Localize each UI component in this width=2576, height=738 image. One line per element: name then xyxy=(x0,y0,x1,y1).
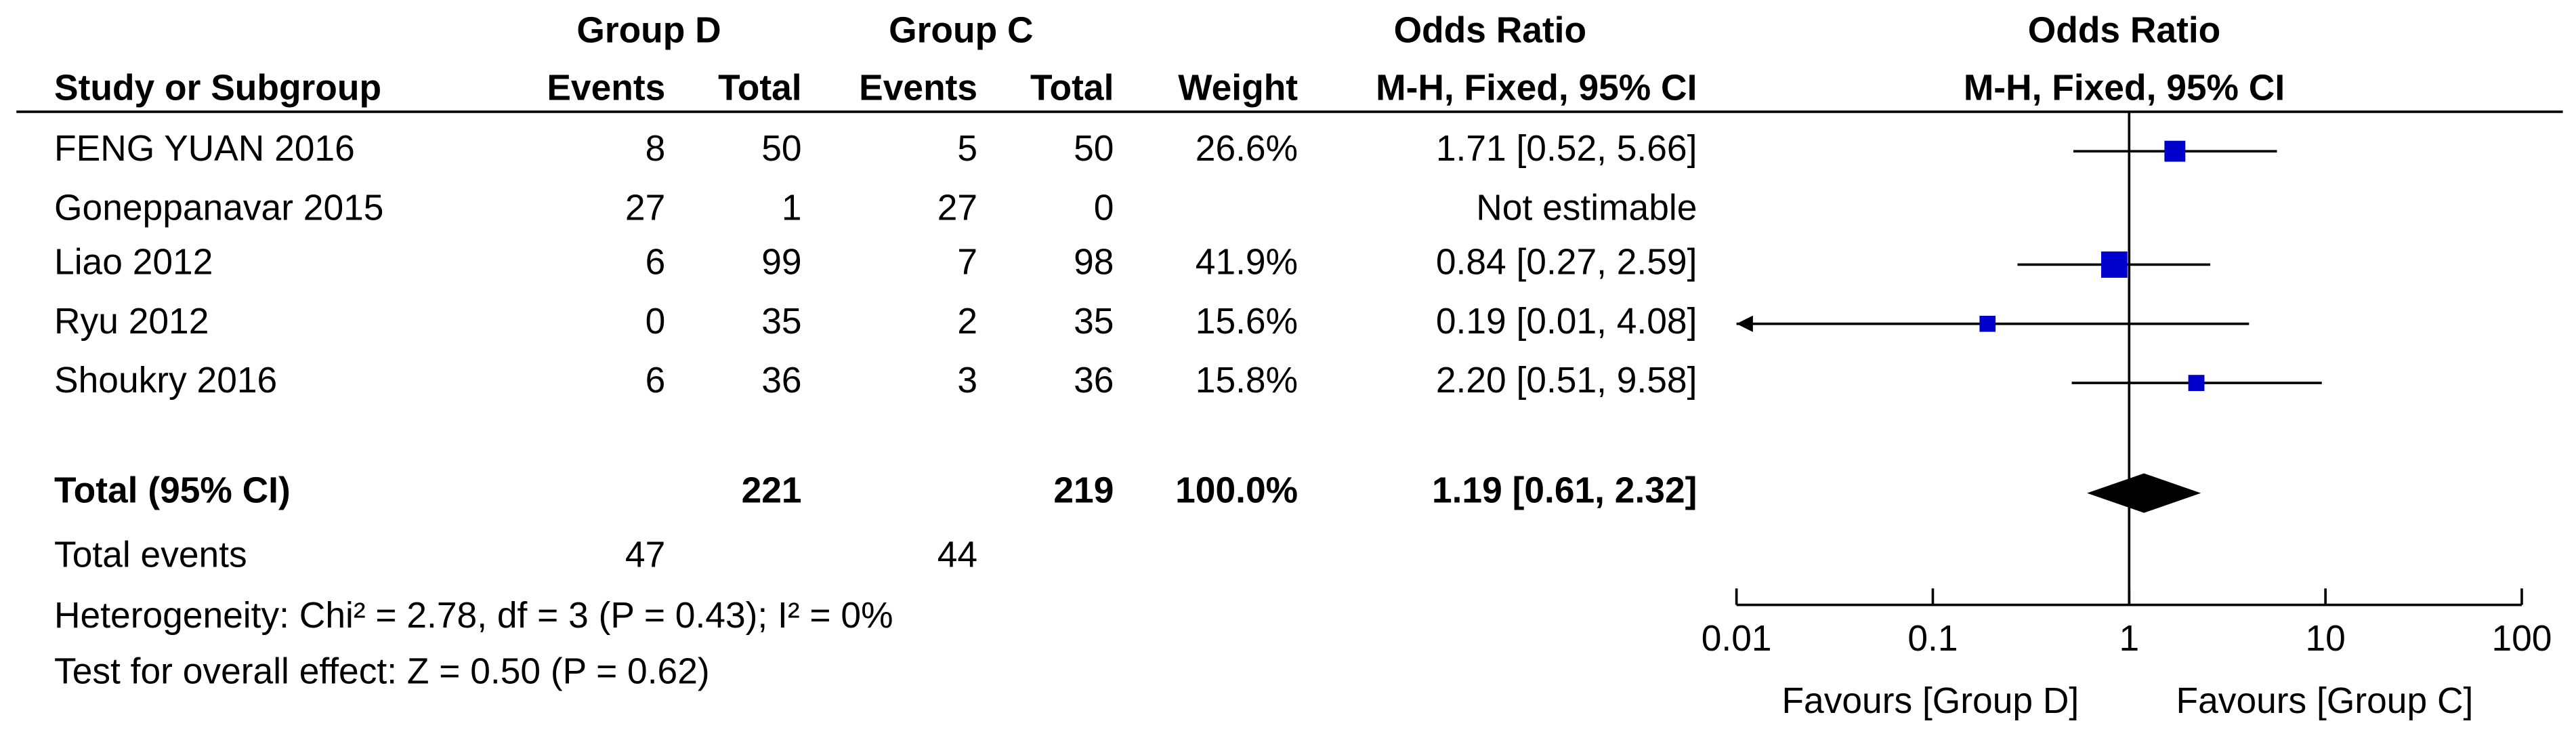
header: Group C xyxy=(889,11,1033,51)
cell: 1 xyxy=(782,188,802,228)
effect-marker xyxy=(2100,251,2128,278)
header: Total xyxy=(718,68,801,108)
total-cell: 100.0% xyxy=(1175,471,1298,511)
cell: 0.19 [0.01, 4.08] xyxy=(1436,302,1697,342)
study-name: Liao 2012 xyxy=(54,243,213,283)
summary-diamond xyxy=(2087,473,2201,513)
total-cell: 1.19 [0.61, 2.32] xyxy=(1432,471,1697,511)
cell: 26.6% xyxy=(1196,129,1298,169)
heterogeneity: Heterogeneity: Chi² = 2.78, df = 3 (P = … xyxy=(54,596,893,636)
cell: 27 xyxy=(937,188,977,228)
cell: 0.84 [0.27, 2.59] xyxy=(1436,243,1697,283)
cell: 0 xyxy=(646,302,666,342)
header: Study or Subgroup xyxy=(54,68,381,108)
cell: 98 xyxy=(1074,243,1114,283)
cell: 8 xyxy=(646,129,666,169)
cell: 1.71 [0.52, 5.66] xyxy=(1436,129,1697,169)
header: M-H, Fixed, 95% CI xyxy=(1964,68,2285,108)
study-name: Ryu 2012 xyxy=(54,302,209,342)
header: Odds Ratio xyxy=(1394,11,1587,51)
effect-marker xyxy=(1979,315,1996,332)
header: M-H, Fixed, 95% CI xyxy=(1376,68,1697,108)
cell: 6 xyxy=(646,243,666,283)
cell: 15.6% xyxy=(1196,302,1298,342)
total-cell: 219 xyxy=(1053,471,1114,511)
cell: 35 xyxy=(1074,302,1114,342)
events-cell: 44 xyxy=(937,535,977,575)
cell: 36 xyxy=(761,361,801,401)
x-tick-label: 10 xyxy=(2305,619,2345,659)
cell: 3 xyxy=(957,361,977,401)
cell: Not estimable xyxy=(1476,188,1697,228)
favours-label: Favours [Group D] xyxy=(1781,681,2079,721)
study-name: Shoukry 2016 xyxy=(54,361,277,401)
x-tick-label: 0.01 xyxy=(1702,619,1772,659)
cell: 5 xyxy=(957,129,977,169)
events-label: Total events xyxy=(54,535,247,575)
effect-marker xyxy=(2164,140,2186,162)
effect-marker xyxy=(2188,375,2205,392)
header: Weight xyxy=(1178,68,1298,108)
study-name: FENG YUAN 2016 xyxy=(54,129,355,169)
events-cell: 47 xyxy=(625,535,665,575)
cell: 2.20 [0.51, 9.58] xyxy=(1436,361,1697,401)
total-label: Total (95% CI) xyxy=(54,471,291,511)
header: Odds Ratio xyxy=(2028,11,2221,51)
cell: 2 xyxy=(957,302,977,342)
cell: 27 xyxy=(625,188,665,228)
header: Group D xyxy=(576,11,721,51)
favours-label: Favours [Group C] xyxy=(2176,681,2474,721)
x-tick-label: 1 xyxy=(2119,619,2139,659)
header: Total xyxy=(1030,68,1114,108)
cell: 0 xyxy=(1094,188,1114,228)
header: Events xyxy=(547,68,665,108)
study-name: Goneppanavar 2015 xyxy=(54,188,383,228)
overall-effect: Test for overall effect: Z = 0.50 (P = 0… xyxy=(54,652,710,692)
cell: 41.9% xyxy=(1196,243,1298,283)
cell: 15.8% xyxy=(1196,361,1298,401)
cell: 99 xyxy=(761,243,801,283)
cell: 50 xyxy=(761,129,801,169)
cell: 50 xyxy=(1074,129,1114,169)
ci-arrow xyxy=(1736,315,1753,332)
total-cell: 221 xyxy=(742,471,802,511)
cell: 35 xyxy=(761,302,801,342)
cell: 6 xyxy=(646,361,666,401)
header: Events xyxy=(859,68,977,108)
cell: 36 xyxy=(1074,361,1114,401)
cell: 7 xyxy=(957,243,977,283)
x-tick-label: 100 xyxy=(2491,619,2552,659)
x-tick-label: 0.1 xyxy=(1907,619,1958,659)
